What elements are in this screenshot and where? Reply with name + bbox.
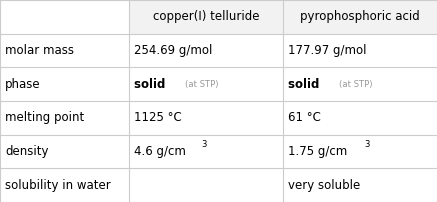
Text: very soluble: very soluble — [288, 179, 360, 192]
Text: melting point: melting point — [5, 111, 84, 124]
Text: solid: solid — [288, 78, 328, 91]
Bar — [129, 0, 283, 34]
Text: solid: solid — [134, 78, 174, 91]
Text: density: density — [5, 145, 49, 158]
Text: 3: 3 — [364, 140, 370, 149]
Text: phase: phase — [5, 78, 41, 91]
Text: (at STP): (at STP) — [339, 80, 373, 89]
Text: 254.69 g/mol: 254.69 g/mol — [134, 44, 212, 57]
Bar — [283, 0, 437, 34]
Text: 1125 °C: 1125 °C — [134, 111, 182, 124]
Text: 3: 3 — [201, 140, 206, 149]
Text: 4.6 g/cm: 4.6 g/cm — [134, 145, 186, 158]
Text: (at STP): (at STP) — [185, 80, 219, 89]
Text: 177.97 g/mol: 177.97 g/mol — [288, 44, 367, 57]
Text: 61 °C: 61 °C — [288, 111, 321, 124]
Text: solubility in water: solubility in water — [5, 179, 111, 192]
Text: 1.75 g/cm: 1.75 g/cm — [288, 145, 347, 158]
Text: copper(I) telluride: copper(I) telluride — [153, 10, 259, 23]
Text: pyrophosphoric acid: pyrophosphoric acid — [300, 10, 420, 23]
Text: molar mass: molar mass — [5, 44, 74, 57]
